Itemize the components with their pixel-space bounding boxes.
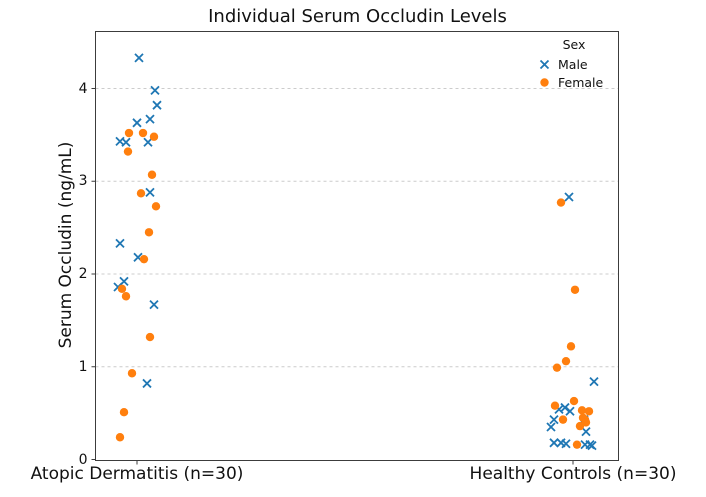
data-point-female xyxy=(123,147,133,156)
data-point-male xyxy=(565,406,575,416)
data-point-male xyxy=(581,427,591,437)
data-point-female xyxy=(581,418,591,427)
x-tick-label-atopic-dermatitis: Atopic Dermatitis (n=30) xyxy=(30,464,244,484)
y-tick-label: 1 xyxy=(78,358,88,375)
data-point-female xyxy=(149,132,159,141)
data-point-female xyxy=(558,415,568,424)
chart-title: Individual Serum Occludin Levels xyxy=(208,6,507,27)
legend-label-male: Male xyxy=(558,56,588,72)
axes-border xyxy=(95,31,619,461)
legend-title: Sex xyxy=(562,37,586,52)
data-point-male xyxy=(549,414,559,425)
data-point-female xyxy=(127,369,137,378)
legend-item-female: Female xyxy=(533,73,615,91)
data-point-male xyxy=(142,378,152,389)
data-point-female xyxy=(145,332,155,342)
data-point-female xyxy=(144,228,154,237)
data-point-male xyxy=(589,376,599,387)
data-point-male xyxy=(134,53,144,63)
data-point-female xyxy=(136,189,146,198)
data-point-female xyxy=(577,406,587,415)
data-point-female xyxy=(115,433,125,442)
data-point-female xyxy=(572,440,582,449)
data-point-male xyxy=(564,192,574,202)
female-circle-marker-icon xyxy=(533,76,555,89)
data-point-male xyxy=(132,118,142,128)
data-point-female xyxy=(550,401,560,410)
legend-item-male: Male xyxy=(533,55,615,73)
data-point-female xyxy=(124,128,134,138)
data-point-male xyxy=(152,100,162,110)
data-point-female xyxy=(151,202,161,211)
data-point-male xyxy=(115,238,125,249)
data-point-female xyxy=(138,128,148,138)
data-point-male xyxy=(560,402,570,413)
data-point-female xyxy=(556,198,566,207)
y-tick-label: 0 xyxy=(78,451,88,468)
data-point-female xyxy=(139,254,149,264)
data-point-female xyxy=(566,342,576,351)
data-point-female xyxy=(561,356,571,366)
y-tick-label: 2 xyxy=(78,266,88,282)
data-point-male xyxy=(121,137,131,147)
data-point-male xyxy=(561,439,571,449)
legend-label-female: Female xyxy=(558,74,604,90)
data-point-female xyxy=(575,421,585,431)
data-point-male xyxy=(145,187,155,198)
data-point-female xyxy=(570,285,580,294)
data-point-female xyxy=(119,407,129,417)
x-tick-label-healthy-controls: Healthy Controls (n=30) xyxy=(469,464,677,484)
data-point-female xyxy=(147,170,157,179)
data-point-male xyxy=(549,438,559,448)
data-point-male xyxy=(143,137,153,147)
data-point-female xyxy=(117,284,127,294)
data-point-male xyxy=(587,440,597,451)
data-point-male xyxy=(546,422,556,432)
data-point-female xyxy=(121,292,131,301)
data-point-female xyxy=(584,407,594,416)
data-point-male xyxy=(149,299,159,310)
male-x-marker-icon xyxy=(533,58,555,71)
y-tick-label: 4 xyxy=(78,80,88,97)
data-point-male xyxy=(145,114,155,124)
y-tick-label: 3 xyxy=(78,173,88,190)
legend: Sex Male Female xyxy=(533,37,615,91)
data-point-female xyxy=(569,396,579,406)
data-point-male xyxy=(150,85,160,95)
data-point-female xyxy=(552,363,562,372)
